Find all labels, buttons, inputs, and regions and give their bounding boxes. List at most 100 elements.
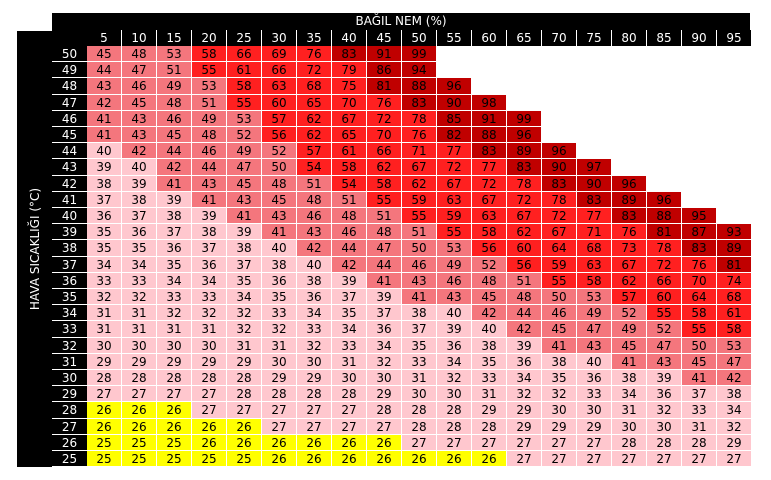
heat-cell: 26 (227, 418, 262, 435)
heat-cell: 96 (507, 127, 542, 144)
heat-cell: 26 (192, 418, 227, 435)
heat-cell: 68 (577, 240, 612, 257)
heat-cell: 48 (262, 175, 297, 192)
heat-cell: 66 (647, 272, 682, 289)
heat-cell: 78 (402, 110, 437, 127)
heat-cell: 26 (297, 451, 332, 468)
heat-cell: 77 (437, 143, 472, 160)
heat-cell: 27 (192, 402, 227, 419)
heat-cell: 31 (682, 418, 717, 435)
heat-cell: 46 (332, 224, 367, 241)
heat-cell: 83 (332, 46, 367, 63)
heat-cell: 27 (332, 418, 367, 435)
heat-cell: 78 (542, 191, 577, 208)
heat-cell: 90 (577, 175, 612, 192)
heat-cell: 56 (472, 240, 507, 257)
column-label: 75 (577, 30, 612, 46)
heat-cell: 26 (227, 434, 262, 451)
row-label: 47 (52, 94, 87, 111)
heat-cell: 46 (437, 272, 472, 289)
heat-cell: 39 (507, 337, 542, 354)
heat-cell: 34 (157, 272, 192, 289)
heat-cell: 50 (542, 289, 577, 306)
heat-cell: 43 (227, 191, 262, 208)
heat-cell: 89 (717, 240, 752, 257)
heat-cell: 41 (192, 191, 227, 208)
heat-cell: 39 (87, 159, 122, 176)
heat-cell: 46 (122, 78, 157, 95)
heat-cell: 36 (157, 240, 192, 257)
heat-cell: 45 (262, 191, 297, 208)
row-label: 49 (52, 62, 87, 79)
heat-cell: 38 (402, 305, 437, 322)
heat-cell: 79 (332, 62, 367, 79)
heat-cell: 26 (87, 418, 122, 435)
heat-cell: 26 (157, 418, 192, 435)
heat-cell: 37 (192, 240, 227, 257)
heat-cell: 36 (647, 386, 682, 403)
heat-cell: 32 (122, 289, 157, 306)
heat-cell: 43 (437, 289, 472, 306)
heat-cell: 26 (472, 451, 507, 468)
heat-cell: 26 (262, 434, 297, 451)
heat-cell: 27 (262, 402, 297, 419)
heat-cell: 25 (157, 451, 192, 468)
heat-cell: 52 (472, 256, 507, 273)
heat-cell: 62 (612, 272, 647, 289)
heat-cell: 63 (262, 78, 297, 95)
heat-cell: 42 (122, 143, 157, 160)
heat-cell: 97 (577, 159, 612, 176)
heat-cell: 62 (507, 224, 542, 241)
heat-cell: 36 (367, 321, 402, 338)
row-label: 40 (52, 208, 87, 225)
heat-cell: 96 (437, 78, 472, 95)
heat-cell: 45 (157, 127, 192, 144)
heat-cell: 65 (297, 94, 332, 111)
heat-cell: 26 (192, 434, 227, 451)
heat-cell: 39 (227, 224, 262, 241)
heat-cell: 52 (612, 305, 647, 322)
heat-cell: 91 (367, 46, 402, 63)
heat-cell: 35 (157, 256, 192, 273)
heat-cell: 83 (402, 94, 437, 111)
row-label: 42 (52, 175, 87, 192)
heat-cell: 42 (717, 370, 752, 387)
heat-cell: 52 (262, 143, 297, 160)
column-label: 20 (192, 30, 227, 46)
heat-cell: 27 (542, 434, 577, 451)
heat-cell: 34 (717, 402, 752, 419)
heat-cell: 28 (122, 370, 157, 387)
row-label: 36 (52, 272, 87, 289)
heat-cell: 49 (227, 143, 262, 160)
row-label: 25 (52, 451, 87, 468)
heat-cell: 76 (367, 94, 402, 111)
heat-cell: 64 (682, 289, 717, 306)
heat-cell: 27 (437, 434, 472, 451)
heat-cell: 27 (472, 434, 507, 451)
heat-cell: 55 (402, 208, 437, 225)
column-label: 30 (262, 30, 297, 46)
heat-cell: 34 (612, 386, 647, 403)
heat-cell: 53 (577, 289, 612, 306)
heat-cell: 83 (472, 143, 507, 160)
column-label: 40 (332, 30, 367, 46)
heat-cell: 89 (507, 143, 542, 160)
heat-cell: 35 (472, 353, 507, 370)
heat-cell: 63 (577, 256, 612, 273)
heat-cell: 28 (367, 402, 402, 419)
heat-cell: 68 (297, 78, 332, 95)
heat-cell: 66 (227, 46, 262, 63)
heat-cell: 35 (332, 305, 367, 322)
heat-cell: 28 (402, 418, 437, 435)
heat-cell: 51 (507, 272, 542, 289)
heat-cell: 81 (717, 256, 752, 273)
heat-cell: 29 (87, 353, 122, 370)
heat-cell: 38 (297, 272, 332, 289)
heat-cell: 43 (262, 208, 297, 225)
heat-cell: 53 (717, 337, 752, 354)
heat-cell: 36 (297, 289, 332, 306)
heat-cell: 47 (367, 240, 402, 257)
heat-cell: 42 (297, 240, 332, 257)
heat-cell: 41 (262, 224, 297, 241)
